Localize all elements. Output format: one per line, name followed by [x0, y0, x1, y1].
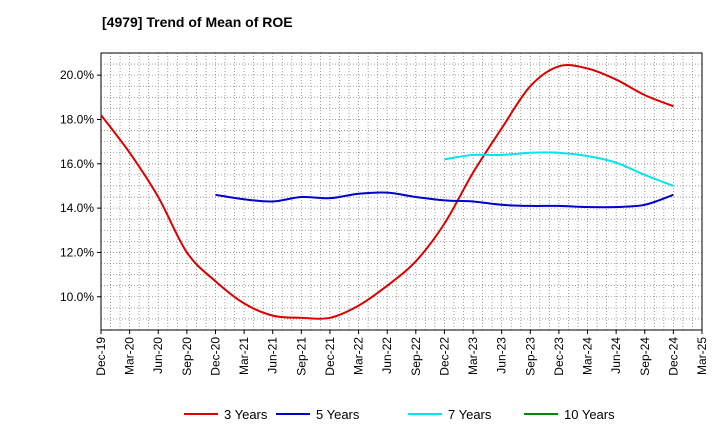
y-tick-label: 18.0% — [60, 112, 94, 126]
series-line-5-years — [215, 191, 674, 209]
x-tick-label: Dec-23 — [552, 337, 566, 376]
y-tick-label: 16.0% — [60, 157, 94, 171]
x-tick-label: Dec-24 — [666, 337, 680, 376]
x-tick-label: Mar-23 — [466, 337, 480, 375]
x-tick-label: Mar-20 — [123, 337, 137, 375]
y-tick-label: 10.0% — [60, 290, 94, 304]
x-tick-label: Sep-20 — [180, 337, 194, 376]
x-tick-label: Dec-19 — [94, 337, 108, 376]
y-tick-label: 14.0% — [60, 201, 94, 215]
series-layer — [100, 64, 674, 320]
series-line-7-years — [444, 151, 674, 187]
legend: 3 Years 5 Years 7 Years 10 Years — [184, 407, 615, 422]
chart-title: [4979] Trend of Mean of ROE — [102, 14, 293, 30]
legend-label: 10 Years — [564, 407, 615, 422]
legend-label: 5 Years — [316, 407, 360, 422]
x-tick-label: Dec-22 — [437, 337, 451, 376]
grid-layer — [100, 52, 703, 330]
x-tick-label: Sep-21 — [294, 337, 308, 376]
y-tick-label: 12.0% — [60, 245, 94, 259]
x-tick-label: Jun-24 — [609, 337, 623, 374]
y-tick-label: 20.0% — [60, 68, 94, 82]
legend-label: 7 Years — [448, 407, 492, 422]
x-tick-label: Sep-24 — [638, 337, 652, 376]
x-tick-label: Sep-23 — [523, 337, 537, 376]
legend-label: 3 Years — [224, 407, 268, 422]
x-axis-ticks: Dec-19 Mar-20 Jun-20 Sep-20 Dec-20 Mar-21 Jun-… — [94, 330, 709, 376]
series-line-3-years — [100, 64, 674, 320]
x-tick-label: Jun-22 — [380, 337, 394, 374]
x-tick-label: Dec-20 — [208, 337, 222, 376]
x-tick-label: Dec-21 — [323, 337, 337, 376]
y-axis-ticks: 10.0% 12.0% 14.0% 16.0% 18.0% 20.0% — [60, 68, 101, 304]
x-tick-label: Sep-22 — [409, 337, 423, 376]
x-tick-label: Mar-24 — [581, 337, 595, 375]
x-tick-label: Mar-21 — [237, 337, 251, 375]
x-tick-label: Mar-25 — [695, 337, 709, 375]
plot-frame — [100, 52, 703, 331]
x-tick-label: Mar-22 — [352, 337, 366, 375]
x-tick-label: Jun-23 — [495, 337, 509, 374]
x-tick-label: Jun-20 — [151, 337, 165, 374]
x-tick-label: Jun-21 — [266, 337, 280, 374]
